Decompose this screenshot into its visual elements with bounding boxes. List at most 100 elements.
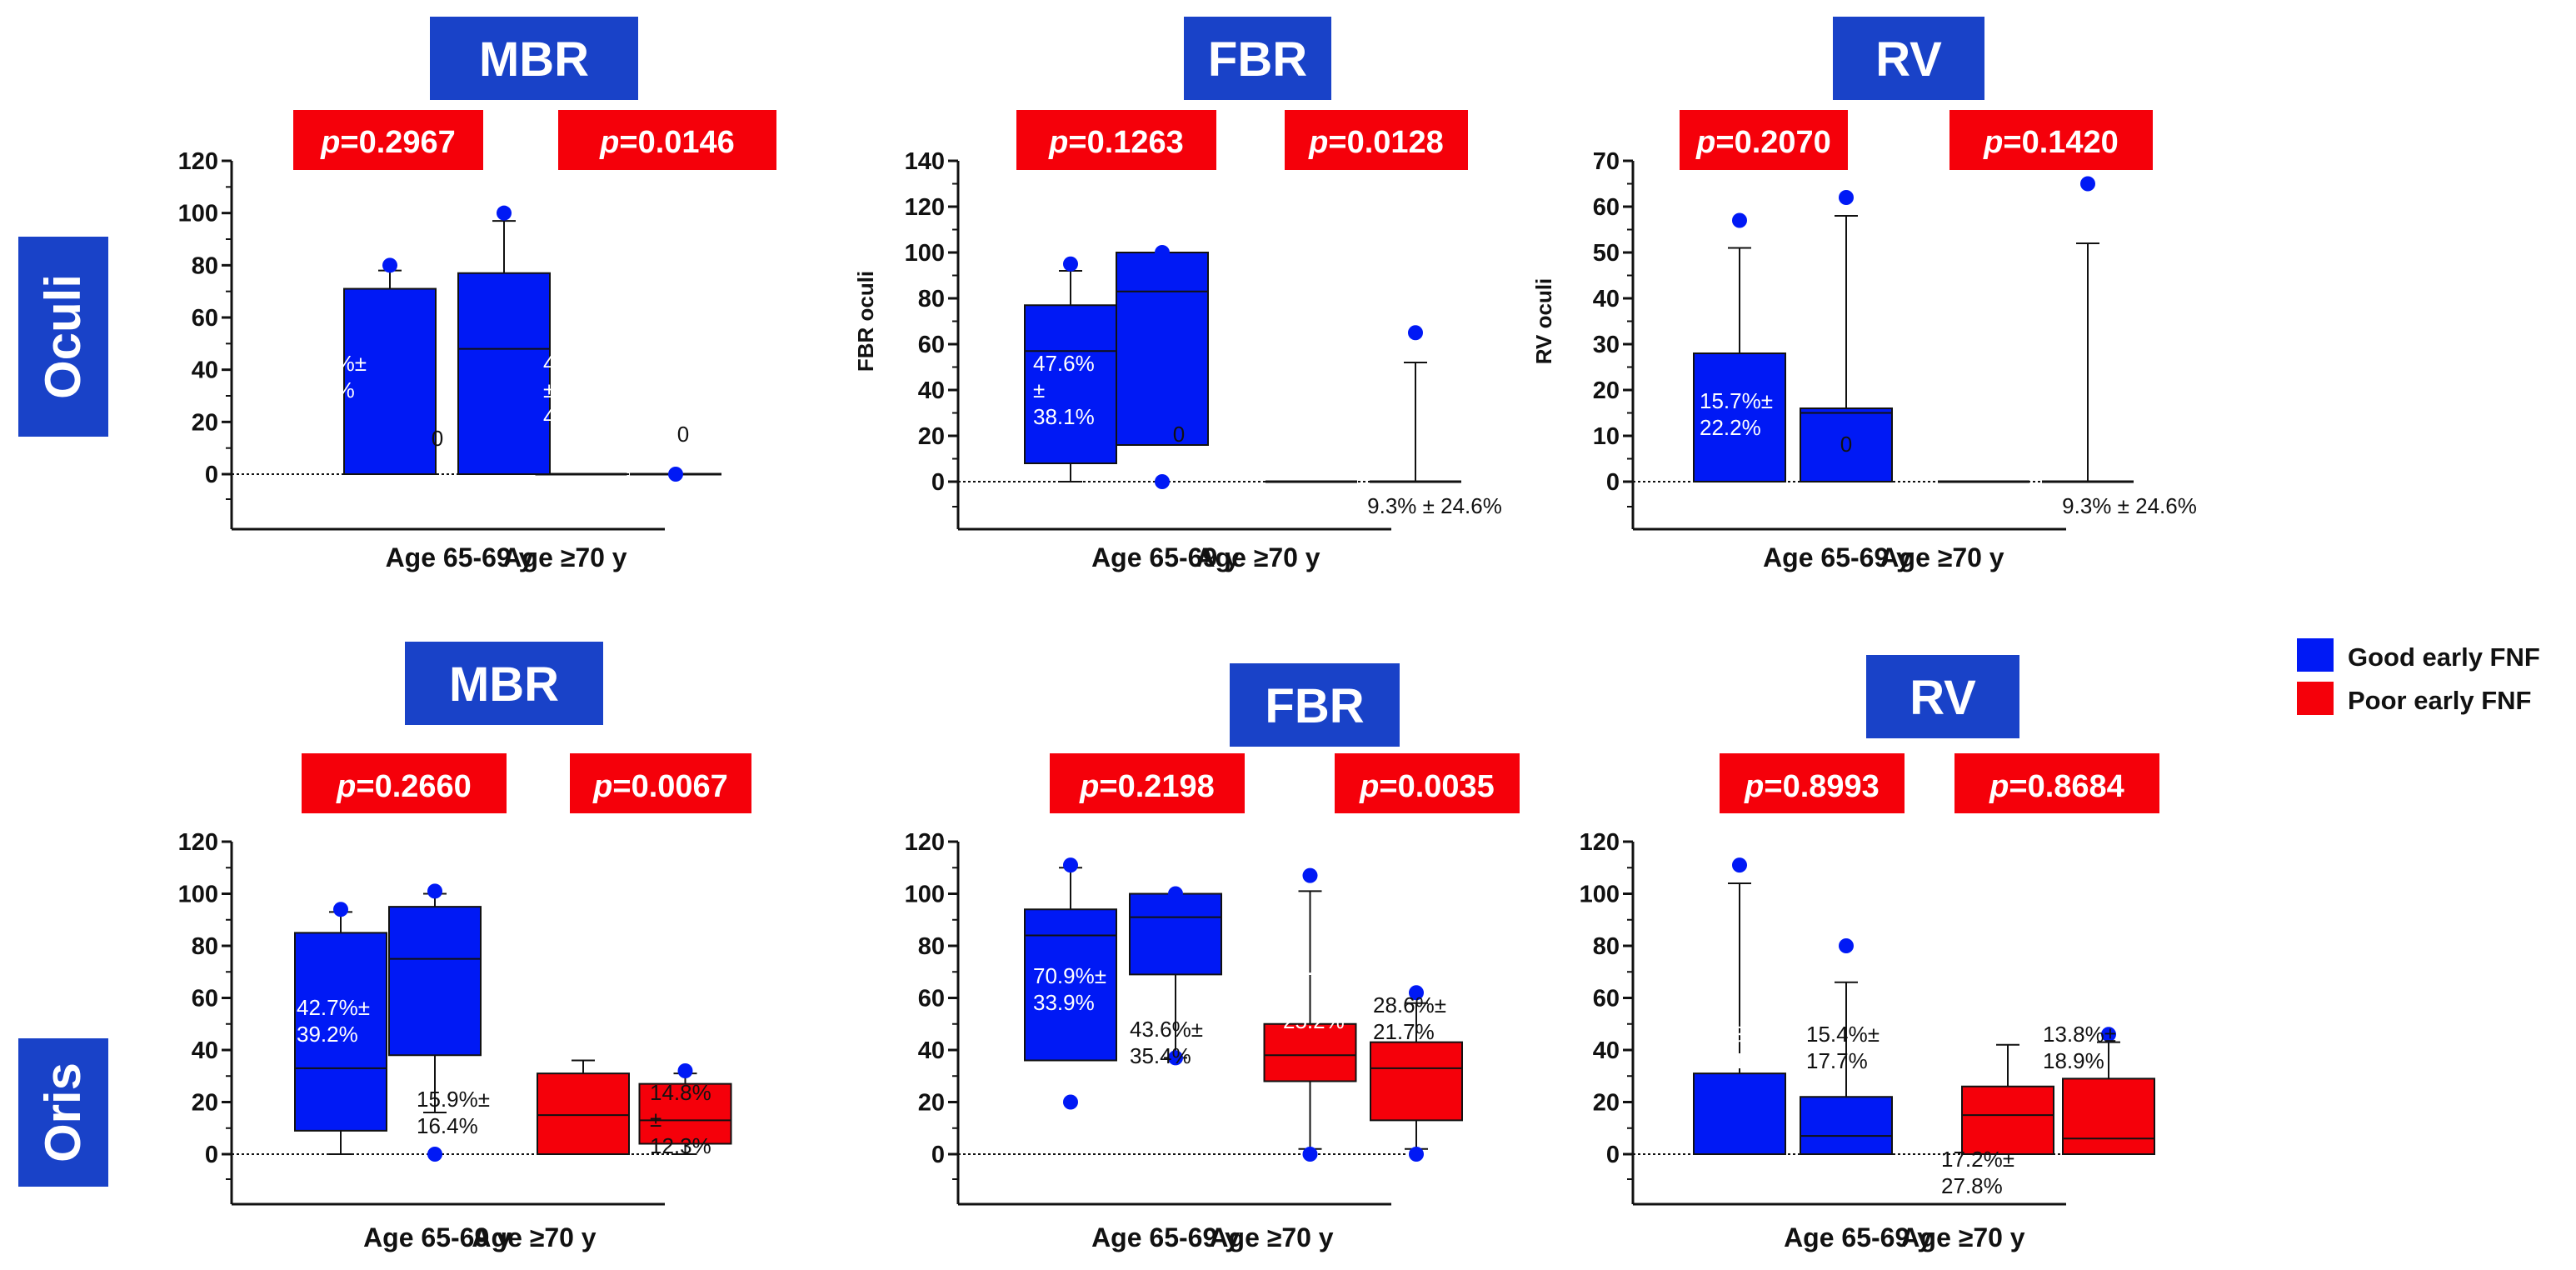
p-value-box <box>1680 110 1848 170</box>
chart-title-box <box>1230 663 1400 747</box>
outlier-point <box>668 467 683 482</box>
chart-title-box <box>1184 17 1331 100</box>
y-tick-label: 20 <box>1593 378 1620 404</box>
x-category-label: Age 65-69 y <box>1763 542 1911 572</box>
box-stat-label: 45.4% ±40.8% <box>543 351 605 429</box>
p-value: =0.2967 <box>340 125 455 160</box>
chart-title: RV <box>1875 32 1942 87</box>
y-tick-label: 40 <box>918 1038 945 1064</box>
box-stat-line: 17.7% <box>1806 1048 1868 1073</box>
box-body <box>294 932 387 1132</box>
box-stat-line: 39.8% <box>293 378 355 402</box>
outlier-point <box>677 1063 693 1078</box>
box-stat-label: 0 <box>432 426 443 451</box>
box-stat-label: 9.3% ± 24.6% <box>2062 493 2197 518</box>
p-value-label: p=0.2660 <box>336 769 472 804</box>
box-stat-label: 0 <box>1840 432 1852 457</box>
outlier-point <box>1168 1050 1183 1066</box>
box-stat-line: 34.6% <box>543 1002 605 1028</box>
y-tick-label: 100 <box>178 882 218 908</box>
box-good-70plus <box>457 205 551 475</box>
outlier-point <box>1408 325 1423 341</box>
y-tick-label: 80 <box>918 286 945 312</box>
box-stat-line: 13.8%± <box>2043 1022 2116 1047</box>
box-poor-70plus <box>2042 176 2134 483</box>
p-value-box <box>1954 753 2159 813</box>
p-value-label: p=0.2967 <box>320 125 456 160</box>
y-tick-label: 120 <box>178 829 218 856</box>
box-body <box>1263 1022 1357 1082</box>
box-poor-65-69 <box>537 1059 630 1155</box>
box-stat-label: 17.2%± 27.8% <box>1941 1147 2014 1198</box>
box-stat-line: 0 <box>677 422 689 447</box>
box-poor-70plus <box>1370 325 1461 483</box>
legend-label-good: Good early FNF <box>2348 642 2540 672</box>
box-stat-line: ± <box>1283 982 1295 1007</box>
p-value-box <box>1335 753 1520 813</box>
y-tick-label: 20 <box>918 1090 945 1117</box>
box-poor-65-69 <box>1263 868 1357 1162</box>
box-stat-label: 13.8%± 18.9% <box>2043 1022 2116 1073</box>
legend-swatch-good <box>2297 638 2334 672</box>
box-stat-line: 63.0%± <box>543 976 617 1001</box>
x-category-label: Age ≥70 y <box>1880 542 2004 572</box>
outlier-point <box>1155 474 1170 489</box>
box-good-70plus <box>1116 245 1209 489</box>
p-value: =0.0146 <box>619 125 734 160</box>
row-label-oris: Oris <box>35 1062 91 1162</box>
box-body <box>457 272 551 475</box>
box-body <box>638 1082 732 1145</box>
p-value-box <box>293 110 483 170</box>
box-poor-70plus <box>638 1063 732 1155</box>
box-stat-line: 44.5% <box>1273 378 1335 402</box>
p-value-box <box>570 753 751 813</box>
box-body <box>343 288 437 475</box>
box-stat-label: 63.0%± 34.6% <box>543 976 617 1028</box>
row-label-oculi-box <box>18 237 108 437</box>
box-good-65-69 <box>294 902 387 1155</box>
p-value: =0.0035 <box>1379 769 1494 804</box>
p-value-box <box>1720 753 1905 813</box>
chart-title-box <box>1833 17 1984 100</box>
box-stat-line: 15.7%± <box>1700 388 1773 413</box>
box-body <box>537 1072 630 1155</box>
p-symbol: p <box>1308 125 1328 160</box>
y-tick-label: 50 <box>1593 240 1620 267</box>
p-value: =0.0128 <box>1328 125 1443 160</box>
box-poor-70plus <box>1370 985 1463 1162</box>
p-value-label: p=0.1263 <box>1048 125 1184 160</box>
box-stat-line: 28.3%± <box>1703 1022 1776 1047</box>
box-body <box>1800 408 1893 482</box>
box-stat-label: 70.9%± 33.9% <box>1033 963 1106 1015</box>
p-value-box <box>1050 753 1245 813</box>
box-stat-line: 9.3% ± 24.6% <box>1367 493 1502 518</box>
x-category-label: Age 65-69 y <box>1091 1222 1240 1252</box>
y-tick-label: 20 <box>192 409 218 436</box>
box-stat-label: 0 <box>1173 422 1185 447</box>
box-stat-line: 0 <box>1173 422 1185 447</box>
p-value-label: p=0.2198 <box>1079 769 1215 804</box>
y-tick-label: 120 <box>1580 829 1620 856</box>
p-value: =0.8993 <box>1764 769 1879 804</box>
box-good-65-69 <box>343 258 437 475</box>
box-stat-line: 0 <box>432 426 443 451</box>
outlier-point <box>497 205 512 221</box>
box-stat-line: 12.3% <box>650 1133 711 1158</box>
p-symbol: p <box>320 125 340 160</box>
y-tick-label: 0 <box>931 469 945 496</box>
y-tick-label: 140 <box>905 148 945 175</box>
box-stat-label: 31.8%± 39.8% <box>293 351 367 402</box>
y-axis-label: RV oculi <box>1531 278 1556 365</box>
p-value: =0.1263 <box>1068 125 1183 160</box>
y-tick-label: 40 <box>192 358 218 384</box>
p-symbol: p <box>1359 769 1379 804</box>
box-stat-label: 28.3%± 42.1% <box>1703 1022 1776 1073</box>
box-stat-line: 70.9%± <box>1033 963 1106 988</box>
y-tick-label: 100 <box>905 240 945 267</box>
box-stat-line: 45.4% <box>543 351 605 376</box>
box-body <box>1129 892 1222 976</box>
box-stat-line: 42.1% <box>1703 1048 1765 1073</box>
